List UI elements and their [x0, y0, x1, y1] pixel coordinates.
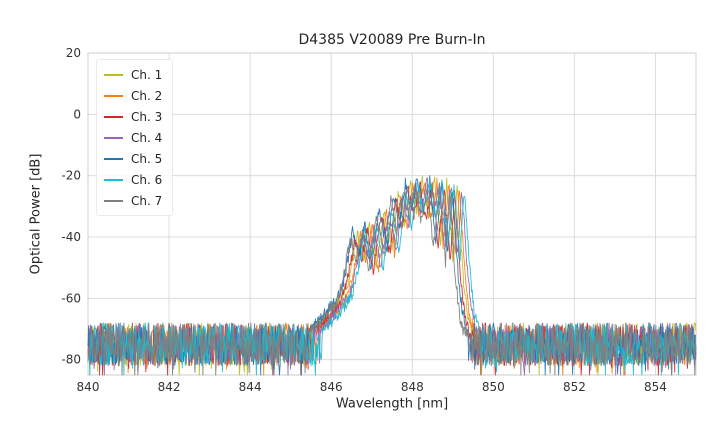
legend-item-label: Ch. 3: [131, 109, 163, 124]
legend-item: Ch. 6: [104, 169, 162, 190]
x-tick-label: 852: [563, 380, 586, 394]
x-tick-label: 844: [239, 380, 262, 394]
legend-swatch: [104, 178, 123, 181]
legend-item-label: Ch. 4: [131, 130, 163, 145]
legend: Ch. 1 Ch. 2 Ch. 3 Ch. 4 Ch. 5 Ch. 6 Ch. …: [96, 59, 174, 216]
y-tick-label: 0: [73, 107, 81, 121]
legend-item-label: Ch. 6: [131, 172, 163, 187]
y-tick-label: -40: [61, 230, 81, 244]
legend-item: Ch. 3: [104, 106, 162, 127]
x-tick-label: 850: [482, 380, 505, 394]
plot-frame: [87, 52, 697, 376]
x-tick-label: 842: [158, 380, 181, 394]
legend-swatch: [104, 199, 123, 202]
y-tick-label: -60: [61, 291, 81, 305]
legend-item-label: Ch. 5: [131, 151, 163, 166]
y-tick-label: -80: [61, 353, 81, 367]
legend-item-label: Ch. 1: [131, 67, 163, 82]
legend-swatch: [104, 136, 123, 139]
legend-swatch: [104, 157, 123, 160]
series-line: [87, 182, 697, 376]
y-axis-label: Optical Power [dB]: [28, 153, 44, 275]
legend-item: Ch. 4: [104, 127, 162, 148]
chart-title: D4385 V20089 Pre Burn-In: [298, 32, 486, 48]
legend-swatch: [104, 115, 123, 118]
x-tick-label: 846: [320, 380, 343, 394]
legend-item: Ch. 2: [104, 85, 162, 106]
x-tick-label: 848: [401, 380, 424, 394]
legend-item-label: Ch. 7: [131, 193, 163, 208]
x-tick-label: 840: [77, 380, 100, 394]
legend-item: Ch. 1: [104, 64, 162, 85]
legend-item: Ch. 7: [104, 190, 162, 211]
y-tick-label: 20: [66, 46, 81, 60]
legend-item: Ch. 5: [104, 148, 162, 169]
legend-swatch: [104, 73, 123, 76]
y-tick-label: -20: [61, 169, 81, 183]
legend-swatch: [104, 94, 123, 97]
x-axis-label: Wavelength [nm]: [335, 396, 449, 412]
x-tick-label: 854: [644, 380, 667, 394]
legend-item-label: Ch. 2: [131, 88, 163, 103]
